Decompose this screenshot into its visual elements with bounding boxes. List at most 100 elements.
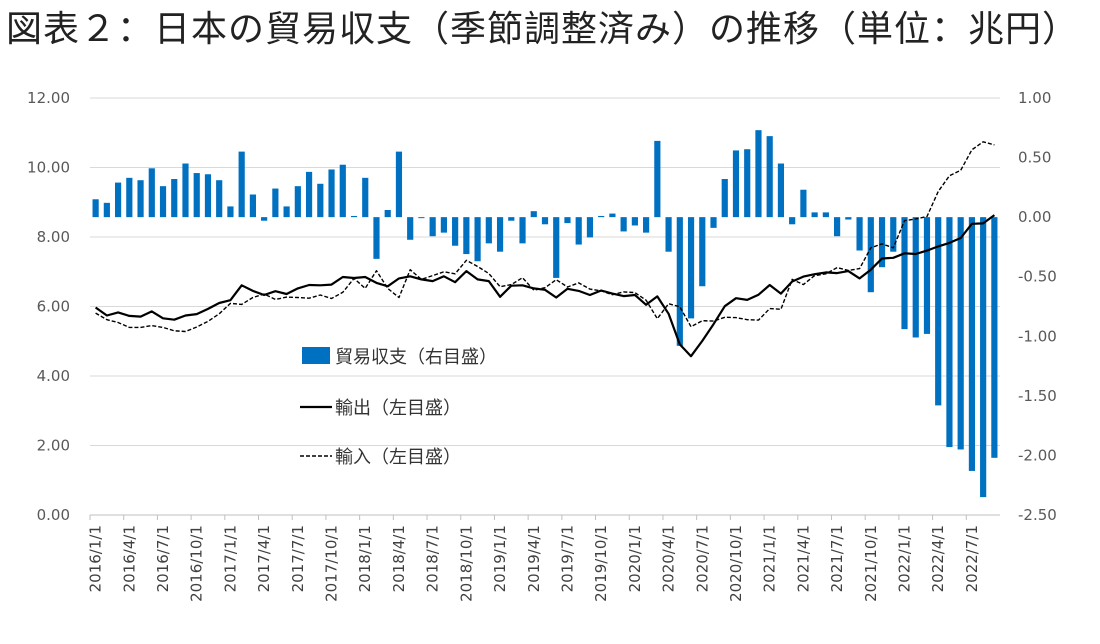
left-axis-tick-label: 2.00 [37,437,70,455]
trade-balance-bar [834,217,841,237]
trade-balance-bar [654,140,661,218]
right-axis-tick-label: -1.00 [1018,327,1057,345]
left-axis-tick-label: 10.00 [27,159,70,177]
trade-balance-bar [508,217,515,221]
trade-balance-bar [204,174,212,218]
x-axis-tick-label: 2020/4/1 [660,525,678,592]
right-axis-tick-label: -0.50 [1018,268,1057,286]
trade-balance-bar [384,209,391,218]
trade-balance-bar [283,206,290,218]
trade-balance-bar [631,217,638,226]
trade-balance-bar [182,163,189,218]
legend-label-import: 輸入（左目盛） [335,447,461,468]
trade-balance-bar [317,183,324,218]
trade-balance-bar [350,215,358,218]
trade-balance-bar [980,217,987,498]
trade-balance-bar [92,199,99,218]
x-axis-tick-label: 2018/4/1 [390,525,408,592]
legend-label-trade-balance: 貿易収支（右目盛） [335,347,497,368]
trade-balance-bar [710,217,717,228]
x-axis-tick-label: 2020/10/1 [727,525,745,602]
trade-balance-bar [789,217,796,225]
trade-balance-bar [755,130,762,218]
trade-balance-bar [496,217,504,252]
trade-balance-bar [867,217,874,293]
right-axis-tick-label: -2.50 [1018,506,1057,524]
trade-balance-bar [148,168,155,218]
trade-balance-bar [878,217,886,268]
trade-balance-bar [598,215,605,218]
trade-balance-bar [946,217,953,448]
trade-balance-bar [643,217,650,233]
x-axis-tick-label: 2017/1/1 [221,525,239,592]
x-axis-tick-label: 2018/7/1 [424,525,442,592]
trade-balance-bar [429,217,436,237]
x-axis-tick-label: 2021/10/1 [862,525,880,602]
trade-balance-bar [811,212,818,218]
x-axis-tick-label: 2021/1/1 [761,525,779,592]
trade-balance-bar [137,180,144,218]
axes: 0.00 2.00 4.00 6.00 8.00 10.00 12.00 -2.50 -2.00… [27,89,1057,602]
trade-balance-bar [766,136,773,218]
trade-balance-bar [991,217,998,458]
trade-balance-bar [721,179,728,218]
trade-balance-bar [575,217,582,245]
x-axis-tick-label: 2017/10/1 [323,525,341,602]
trade-balance-bar [923,217,931,334]
x-axis-tick-label: 2017/4/1 [255,525,273,592]
trade-balance-bar [216,180,223,218]
trade-balance-bar [305,171,313,218]
x-axis-tick-label: 2018/1/1 [356,525,374,592]
trade-balance-bar [193,173,200,218]
trade-balance-bar [744,149,751,218]
x-axis-tick-label: 2022/4/1 [929,525,947,592]
x-axis-tick-label: 2021/7/1 [828,525,846,592]
x-axis-tick-label: 2017/7/1 [289,525,307,592]
right-axis-tick-label: 0.00 [1018,208,1051,226]
trade-balance-bar [699,217,706,287]
legend: 貿易収支（右目盛） 輸出（左目盛） 輸入（左目盛） [300,347,497,468]
chart-title: 図表２：日本の貿易収支（季節調整済み）の推移（単位：兆円） [6,9,1080,50]
left-axis-tick-label: 12.00 [27,89,70,107]
trade-balance-bar [968,217,976,471]
trade-balance-bar [609,213,616,218]
trade-balance-bar [407,217,414,240]
trade-balance-bar [373,217,380,259]
trade-balance-bar [171,179,178,218]
trade-balance-bar [665,217,672,252]
trade-balance-bar [777,163,785,218]
x-axis-tick-label: 2016/1/1 [87,525,105,592]
trade-balance-bar [440,217,447,233]
x-axis-tick-label: 2020/1/1 [626,525,644,592]
trade-balance-bar [845,217,852,220]
right-axis-tick-label: 1.00 [1018,89,1051,107]
trade-balance-bar [339,164,346,218]
trade-balance-bar [586,217,594,238]
trade-balance-bar [890,217,897,252]
trade-balance-bar [474,217,481,262]
legend-label-export: 輸出（左目盛） [335,398,461,419]
x-axis-tick-label: 2019/10/1 [592,525,610,602]
trade-balance-bar [519,217,526,244]
trade-balance-bar [676,217,683,346]
right-axis-tick-label: -2.00 [1018,446,1057,464]
trade-balance-bar [114,182,122,218]
legend-swatch-trade-balance [302,347,330,364]
x-axis-tick-label: 2016/7/1 [154,525,172,592]
x-axis-tick-label: 2019/7/1 [558,525,576,592]
trade-balance-bar [912,217,919,338]
x-axis-tick-label: 2019/4/1 [525,525,543,592]
x-axis-tick-label: 2021/4/1 [794,525,812,592]
trade-balance-bar [395,151,403,218]
trade-balance-bar [227,206,234,218]
trade-balance-bar [957,217,964,450]
trade-balance-bar [822,212,829,218]
left-axis-tick-label: 8.00 [37,228,70,246]
left-axis-tick-label: 6.00 [37,298,70,316]
x-axis-tick-label: 2020/7/1 [693,525,711,592]
trade-balance-bar [418,217,425,219]
x-axis-tick-label: 2022/7/1 [963,525,981,592]
trade-balance-bar [732,150,740,218]
trade-balance-bar [238,151,245,218]
